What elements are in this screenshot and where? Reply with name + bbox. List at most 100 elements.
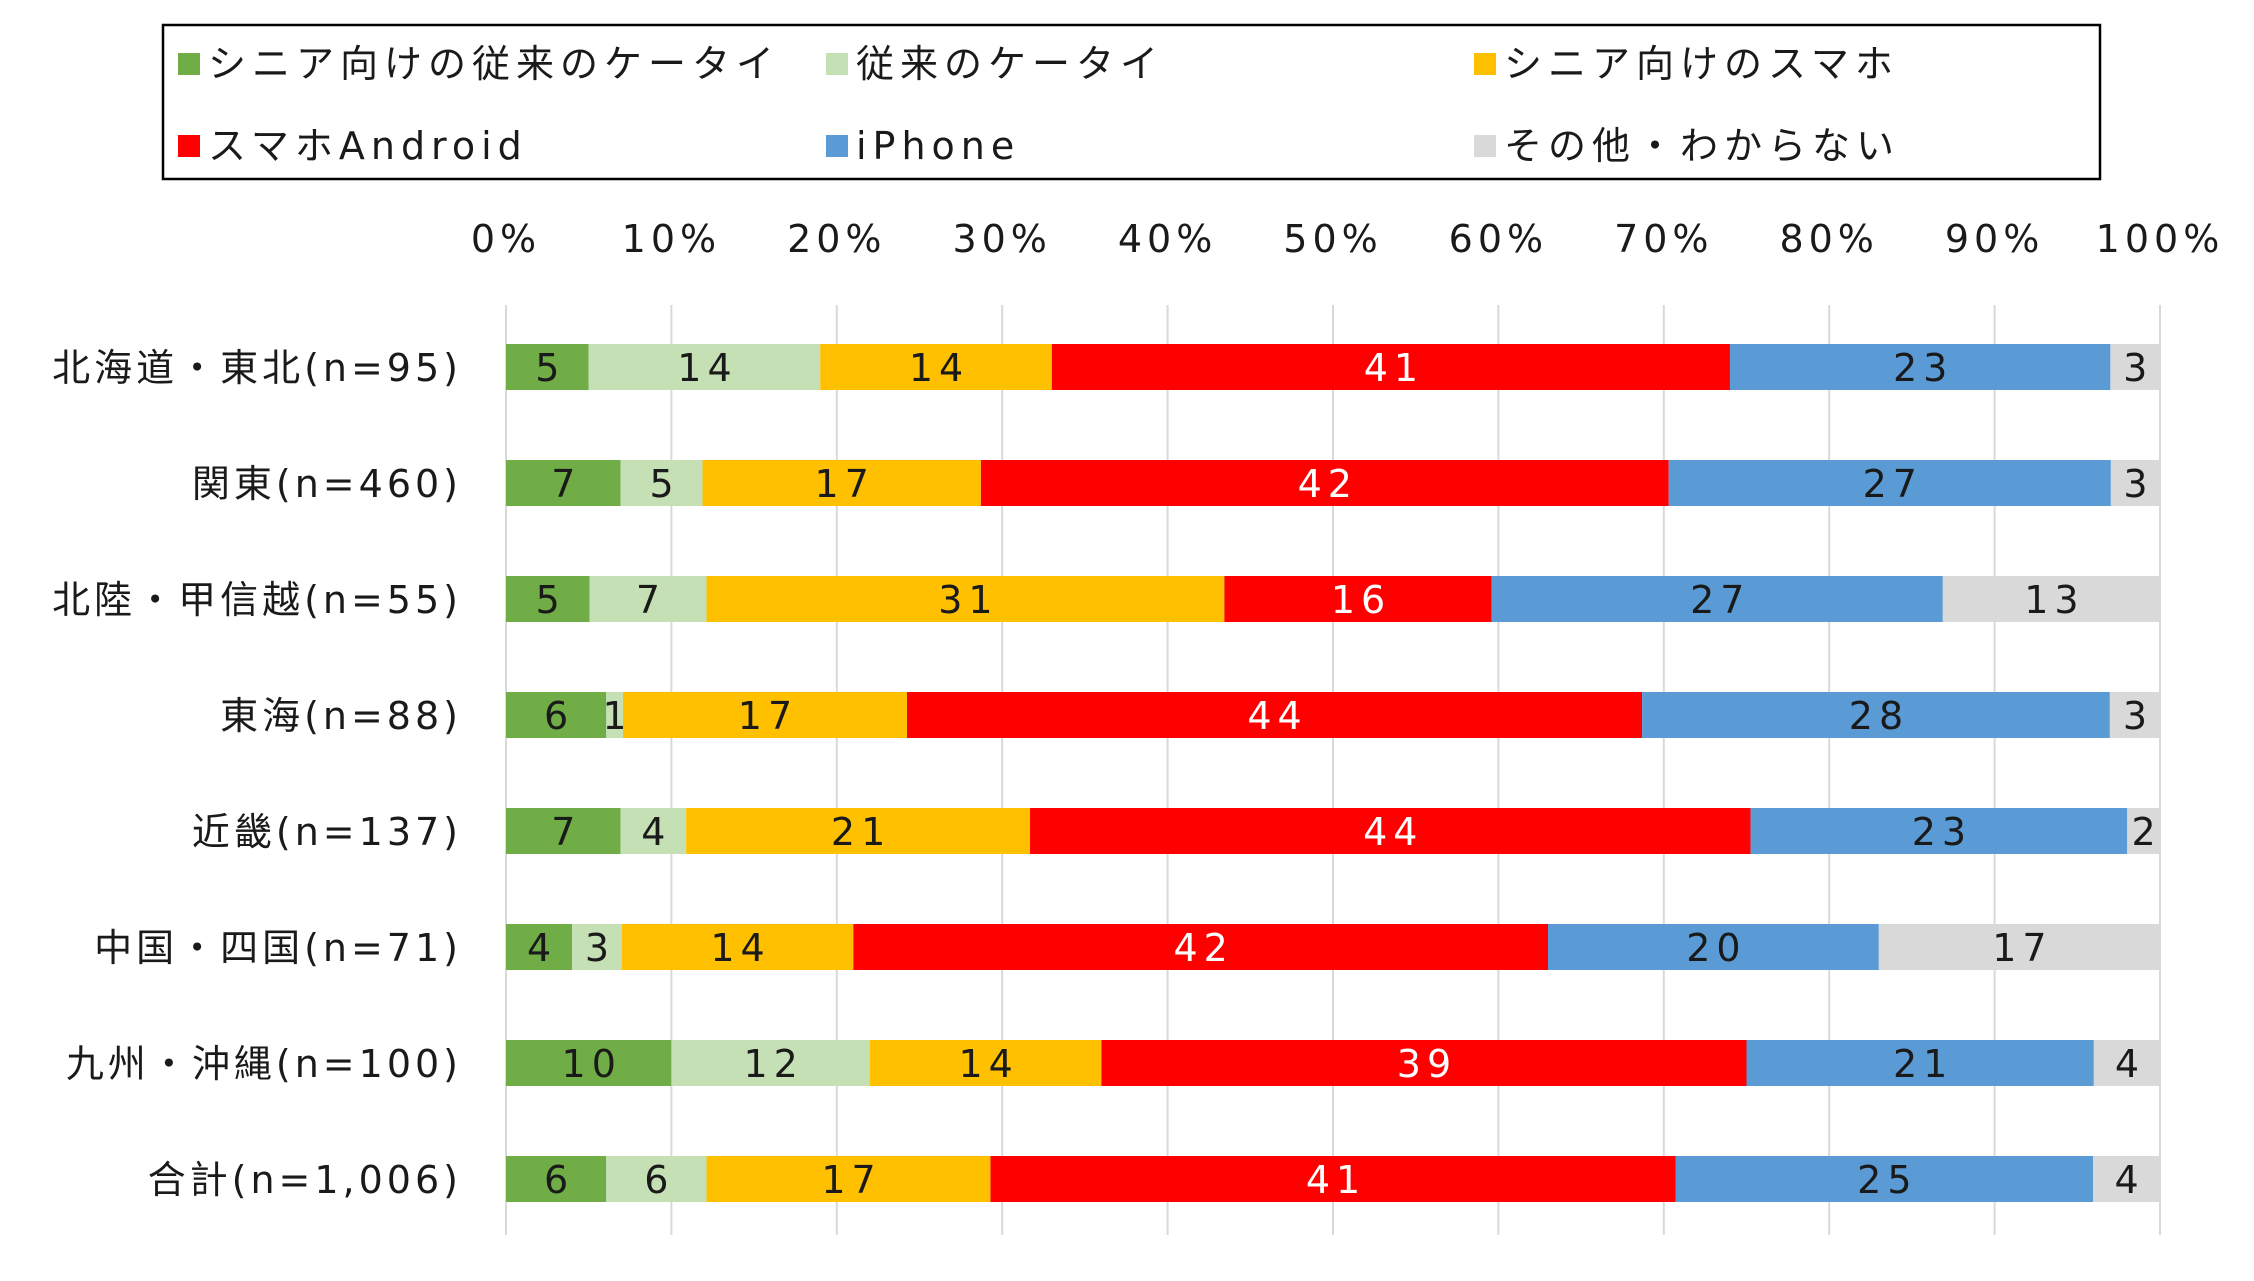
data-label: 27 (1690, 578, 1750, 622)
bar-segment (506, 1156, 607, 1202)
data-label: 14 (677, 346, 737, 390)
bar-segment (506, 808, 621, 854)
data-label: 39 (1397, 1042, 1457, 1086)
data-label: 4 (641, 810, 671, 854)
bar-segment (589, 576, 707, 622)
data-label: 17 (738, 694, 798, 738)
bar-segment (990, 1156, 1676, 1202)
category-label: 近畿(n=137) (192, 810, 462, 854)
x-tick-label: 60% (1449, 217, 1548, 261)
category-label: 中国・四国(n=71) (94, 926, 462, 970)
bar-segment (621, 924, 854, 970)
data-label: 17 (821, 1158, 881, 1202)
bar-segment (1224, 576, 1492, 622)
legend-swatch (178, 135, 200, 157)
category-label: 東海(n=88) (220, 694, 462, 738)
data-label: 16 (1331, 578, 1391, 622)
category-label: 合計(n=1,006) (148, 1158, 462, 1202)
x-tick-label: 40% (1118, 217, 1217, 261)
legend-label: スマホAndroid (208, 124, 528, 168)
bar-segment (1668, 460, 2111, 506)
bar-segment (906, 692, 1643, 738)
data-label: 42 (1298, 462, 1358, 506)
data-label: 41 (1306, 1158, 1366, 1202)
bar-segment (1746, 1040, 2094, 1086)
category-label: 北海道・東北(n=95) (52, 346, 462, 390)
data-label: 25 (1857, 1158, 1917, 1202)
data-label: 5 (536, 578, 566, 622)
bar-segment (2127, 808, 2160, 854)
bar-segment (820, 344, 1052, 390)
bar-segment (706, 1156, 991, 1202)
data-label: 3 (2123, 462, 2153, 506)
bar-segment (606, 1156, 707, 1202)
data-label: 28 (1849, 694, 1909, 738)
data-label: 14 (710, 926, 770, 970)
legend-box (161, 23, 2102, 181)
data-label: 31 (938, 578, 998, 622)
data-label: 21 (831, 810, 891, 854)
data-label: 23 (1912, 810, 1972, 854)
legend-swatch (826, 53, 848, 75)
data-label: 20 (1686, 926, 1746, 970)
bar-segment (2109, 692, 2160, 738)
legend-swatch (178, 53, 200, 75)
data-label: 6 (544, 694, 574, 738)
x-tick-label: 100% (2096, 217, 2225, 261)
x-tick-label: 50% (1283, 217, 1382, 261)
bar-segment (706, 576, 1225, 622)
bar-segment (702, 460, 981, 506)
bars: 5 14 14 41 23 37 5 17 42 27 35 7 31 16 27 136 1 17 44 28 37 4… (506, 344, 2162, 1202)
legend-swatch (1474, 53, 1496, 75)
legend-swatch (1474, 135, 1496, 157)
bar-segment (2093, 1156, 2160, 1202)
data-label: 7 (551, 462, 581, 506)
y-axis-labels: 北海道・東北(n=95) 関東(n=460) 北陸・甲信越(n=55) 東海(n=88… (52, 346, 462, 1202)
data-label: 14 (958, 1042, 1018, 1086)
data-label: 13 (2024, 578, 2084, 622)
legend-label: iPhone (856, 124, 1020, 168)
data-label: 7 (636, 578, 666, 622)
x-tick-label: 20% (787, 217, 886, 261)
data-label: 5 (649, 462, 679, 506)
data-label: 2 (2132, 810, 2162, 854)
data-label: 41 (1364, 346, 1424, 390)
data-label: 3 (2123, 346, 2153, 390)
data-label: 4 (527, 926, 557, 970)
data-label: 3 (585, 926, 615, 970)
data-label: 1 (603, 694, 633, 738)
bar-segment (506, 460, 621, 506)
data-label: 44 (1363, 810, 1423, 854)
bar-segment (1942, 576, 2160, 622)
data-label: 14 (909, 346, 969, 390)
bar-segment (671, 1040, 870, 1086)
bar-segment (606, 692, 623, 738)
x-tick-label: 80% (1779, 217, 1878, 261)
bar-segment (1491, 576, 1943, 622)
bar-segment (1675, 1156, 2094, 1202)
bar-segment (572, 924, 622, 970)
data-label: 6 (644, 1158, 674, 1202)
bar-segment (1750, 808, 2128, 854)
data-label: 42 (1174, 926, 1234, 970)
data-label: 21 (1893, 1042, 1953, 1086)
data-label: 10 (562, 1042, 622, 1086)
x-tick-label: 10% (622, 217, 721, 261)
bar-segment (1548, 924, 1879, 970)
bar-segment (1030, 808, 1751, 854)
gridlines (505, 305, 2161, 1235)
bar-segment (686, 808, 1031, 854)
bar-segment (1101, 1040, 1747, 1086)
legend-label: その他・わからない (1504, 124, 1900, 168)
legend-label: シニア向けの従来のケータイ (208, 42, 780, 86)
bar-segment (980, 460, 1669, 506)
bar-segment (620, 808, 687, 854)
category-label: 九州・沖縄(n=100) (66, 1042, 462, 1086)
category-label: 関東(n=460) (192, 462, 462, 506)
bar-segment (1051, 344, 1730, 390)
bar-segment (1729, 344, 2111, 390)
bar-segment (2093, 1040, 2160, 1086)
x-tick-label: 30% (952, 217, 1051, 261)
data-label: 6 (544, 1158, 574, 1202)
